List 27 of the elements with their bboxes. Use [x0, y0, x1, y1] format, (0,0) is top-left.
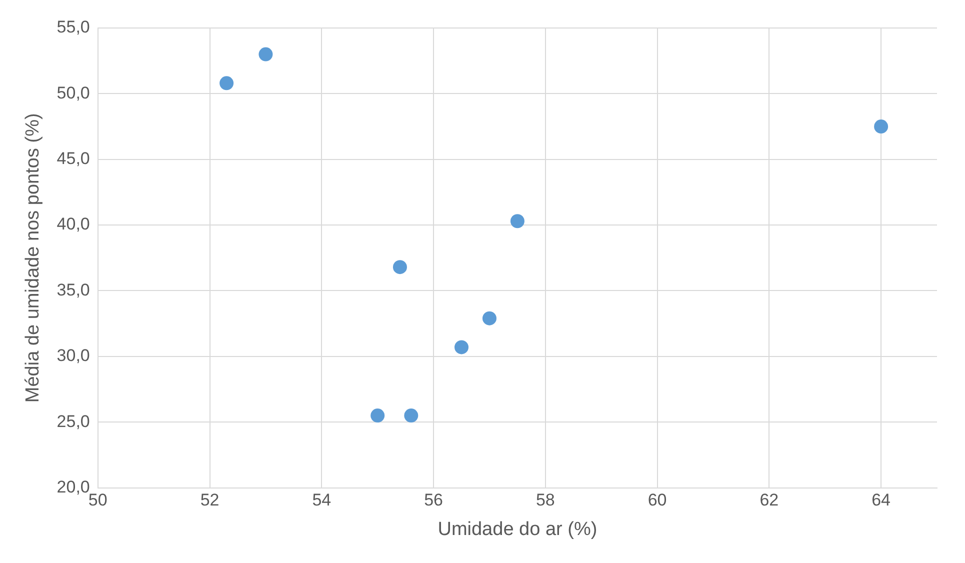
y-tick-label: 50,0 [56, 83, 90, 102]
x-tick-label: 54 [312, 490, 332, 510]
y-tick-label: 20,0 [56, 477, 90, 496]
point [482, 311, 496, 326]
point [510, 214, 524, 228]
x-tick-label: 50 [88, 490, 108, 510]
x-tick-label: 64 [872, 490, 891, 510]
x-tick-label: 62 [760, 490, 779, 510]
x-tick-label: 56 [424, 490, 443, 510]
point [258, 47, 273, 62]
y-tick-label: 35,0 [56, 280, 90, 300]
point [220, 76, 234, 90]
y-tick-label: 25,0 [56, 412, 90, 431]
y-tick-label: 30,0 [56, 346, 90, 366]
point [392, 260, 407, 274]
point [454, 340, 469, 354]
y-tick-label: 40,0 [56, 214, 90, 234]
point [370, 408, 385, 423]
y-tick-label: 45,0 [56, 149, 90, 168]
x-tick-label: 60 [648, 490, 667, 510]
x-tick-label: 58 [536, 490, 555, 510]
point [404, 408, 418, 423]
y-axis-title: Média de umidade nos pontos (%) [22, 113, 44, 403]
x-tick-label: 52 [200, 490, 220, 510]
point [874, 120, 888, 134]
x-axis-title: Umidade do ar (%) [438, 518, 598, 540]
y-tick-label: 55,0 [56, 18, 90, 37]
